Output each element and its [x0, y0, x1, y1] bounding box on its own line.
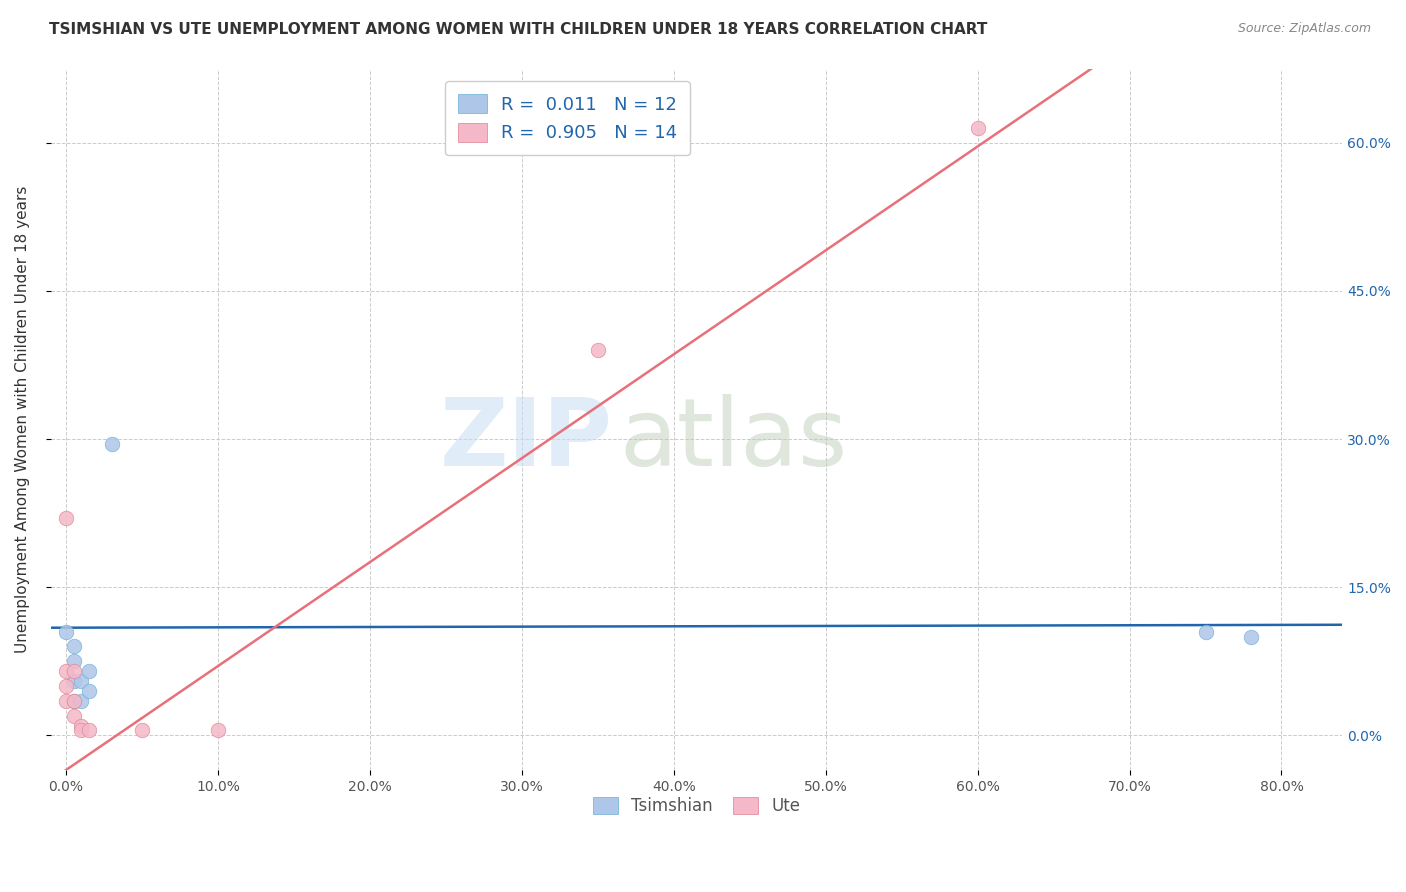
- Point: [62, 664, 84, 678]
- Text: Source: ZipAtlas.com: Source: ZipAtlas.com: [1237, 22, 1371, 36]
- Point: [62, 674, 84, 689]
- Point: [207, 723, 229, 738]
- Point: [77, 684, 100, 698]
- Point: [966, 120, 988, 135]
- Point: [62, 654, 84, 668]
- Point: [77, 664, 100, 678]
- Text: TSIMSHIAN VS UTE UNEMPLOYMENT AMONG WOMEN WITH CHILDREN UNDER 18 YEARS CORRELATI: TSIMSHIAN VS UTE UNEMPLOYMENT AMONG WOME…: [49, 22, 987, 37]
- Point: [62, 694, 84, 708]
- Point: [1194, 624, 1216, 639]
- Point: [77, 723, 100, 738]
- Point: [55, 694, 77, 708]
- Point: [55, 624, 77, 639]
- Point: [55, 679, 77, 693]
- Text: ZIP: ZIP: [440, 394, 613, 486]
- Point: [62, 640, 84, 654]
- Point: [70, 674, 93, 689]
- Point: [55, 511, 77, 525]
- Y-axis label: Unemployment Among Women with Children Under 18 years: Unemployment Among Women with Children U…: [15, 186, 30, 653]
- Point: [131, 723, 153, 738]
- Point: [62, 708, 84, 723]
- Point: [70, 694, 93, 708]
- Point: [55, 664, 77, 678]
- Point: [100, 437, 122, 451]
- Point: [70, 718, 93, 732]
- Point: [586, 343, 609, 357]
- Text: atlas: atlas: [619, 394, 848, 486]
- Legend: Tsimshian, Ute: Tsimshian, Ute: [583, 787, 810, 825]
- Point: [70, 723, 93, 738]
- Point: [62, 694, 84, 708]
- Point: [1240, 630, 1263, 644]
